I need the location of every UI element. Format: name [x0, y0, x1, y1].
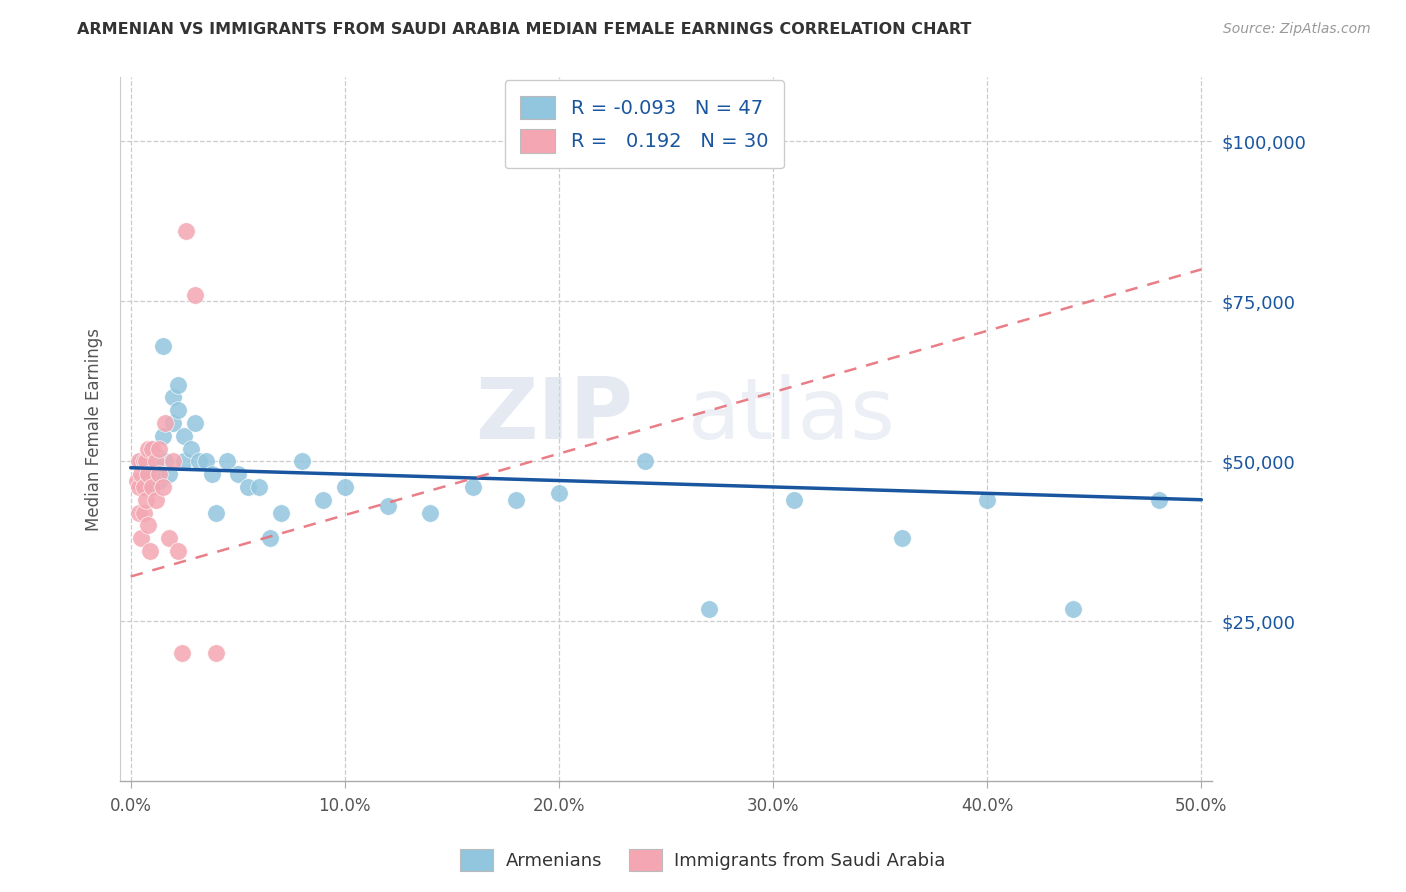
Point: [259, 531, 281, 545]
Point: [166, 544, 188, 558]
Point: [131, 531, 153, 545]
Point: [152, 429, 174, 443]
Point: [783, 492, 806, 507]
Point: [166, 377, 188, 392]
Point: [136, 442, 159, 456]
Point: [148, 467, 170, 482]
Point: [184, 416, 207, 430]
Y-axis label: Median Female Earnings: Median Female Earnings: [86, 328, 103, 531]
Point: [170, 646, 193, 660]
Legend: R = -0.093   N = 47, R =   0.192   N = 30: R = -0.093 N = 47, R = 0.192 N = 30: [505, 80, 783, 169]
Point: [377, 499, 399, 513]
Point: [633, 454, 655, 468]
Point: [188, 454, 211, 468]
Point: [463, 480, 485, 494]
Point: [176, 224, 198, 238]
Point: [890, 531, 912, 545]
Point: [505, 492, 527, 507]
Text: Source: ZipAtlas.com: Source: ZipAtlas.com: [1223, 22, 1371, 37]
Point: [152, 480, 174, 494]
Point: [419, 506, 441, 520]
Point: [141, 454, 163, 468]
Point: [247, 480, 270, 494]
Point: [131, 467, 153, 482]
Point: [141, 480, 163, 494]
Point: [135, 454, 157, 468]
Point: [141, 442, 163, 456]
Point: [1147, 492, 1170, 507]
Text: ARMENIAN VS IMMIGRANTS FROM SAUDI ARABIA MEDIAN FEMALE EARNINGS CORRELATION CHAR: ARMENIAN VS IMMIGRANTS FROM SAUDI ARABIA…: [77, 22, 972, 37]
Point: [153, 416, 176, 430]
Point: [166, 403, 188, 417]
Point: [135, 460, 157, 475]
Point: [148, 442, 170, 456]
Point: [145, 454, 167, 468]
Point: [141, 442, 163, 456]
Point: [152, 339, 174, 353]
Point: [162, 454, 184, 468]
Point: [205, 506, 228, 520]
Point: [180, 442, 202, 456]
Point: [135, 492, 157, 507]
Point: [226, 467, 249, 482]
Point: [333, 480, 356, 494]
Point: [131, 454, 153, 468]
Point: [128, 506, 150, 520]
Text: atlas: atlas: [688, 374, 896, 457]
Point: [157, 531, 180, 545]
Point: [145, 448, 167, 462]
Point: [312, 492, 335, 507]
Point: [128, 480, 150, 494]
Text: ZIP: ZIP: [475, 374, 633, 457]
Point: [136, 467, 159, 482]
Point: [145, 492, 167, 507]
Point: [145, 460, 167, 475]
Point: [141, 480, 163, 494]
Point: [132, 454, 155, 468]
Point: [238, 480, 260, 494]
Point: [215, 454, 238, 468]
Point: [1062, 601, 1084, 615]
Point: [139, 474, 162, 488]
Point: [173, 454, 195, 468]
Point: [184, 288, 207, 302]
Point: [548, 486, 571, 500]
Point: [148, 474, 170, 488]
Point: [132, 506, 155, 520]
Point: [136, 467, 159, 482]
Point: [194, 454, 217, 468]
Point: [976, 492, 998, 507]
Point: [128, 454, 150, 468]
Point: [270, 506, 292, 520]
Point: [153, 454, 176, 468]
Point: [162, 416, 184, 430]
Point: [205, 646, 228, 660]
Point: [132, 480, 155, 494]
Point: [201, 467, 224, 482]
Point: [127, 474, 149, 488]
Point: [173, 429, 195, 443]
Point: [136, 518, 159, 533]
Point: [139, 544, 162, 558]
Legend: Armenians, Immigrants from Saudi Arabia: Armenians, Immigrants from Saudi Arabia: [453, 842, 953, 879]
Point: [162, 390, 184, 404]
Point: [697, 601, 720, 615]
Point: [157, 467, 180, 482]
Point: [291, 454, 314, 468]
